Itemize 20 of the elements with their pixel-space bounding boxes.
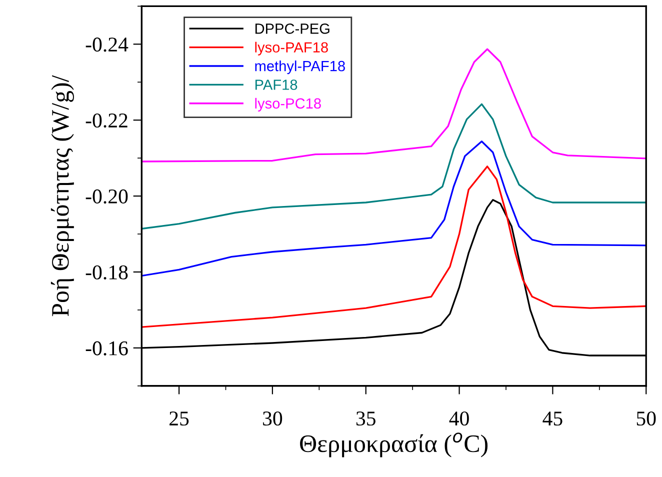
- x-axis-title: Θερμοκρασία ($^{o}$C): [300, 432, 488, 458]
- y-tick-label: -0.22: [86, 113, 128, 128]
- y-tick-label: -0.20: [86, 189, 128, 204]
- legend-label: lyso-PAF18: [255, 42, 328, 56]
- legend-label: DPPC-PEG: [255, 24, 330, 34]
- line-series: [142, 166, 646, 328]
- x-tick-label: 50: [636, 411, 656, 426]
- y-tick-label: -0.16: [86, 341, 128, 356]
- x-tick-label: 45: [542, 412, 562, 426]
- y-tick-label: -0.24: [86, 38, 128, 52]
- x-tick-label: 40: [449, 411, 469, 426]
- y-axis-title: Ροή Θερμότητας (W/g)/: [50, 75, 74, 316]
- x-tick-label: 35: [356, 412, 376, 426]
- y-tick-label: -0.18: [86, 265, 128, 280]
- legend-label: PAF18: [255, 80, 298, 90]
- line-series: [142, 140, 646, 277]
- legend-label: lyso-PC18: [255, 98, 321, 112]
- x-tick-label: 30: [263, 411, 282, 426]
- legend-label: methyl-PAF18: [255, 60, 345, 74]
- x-tick-label: 25: [170, 412, 189, 426]
